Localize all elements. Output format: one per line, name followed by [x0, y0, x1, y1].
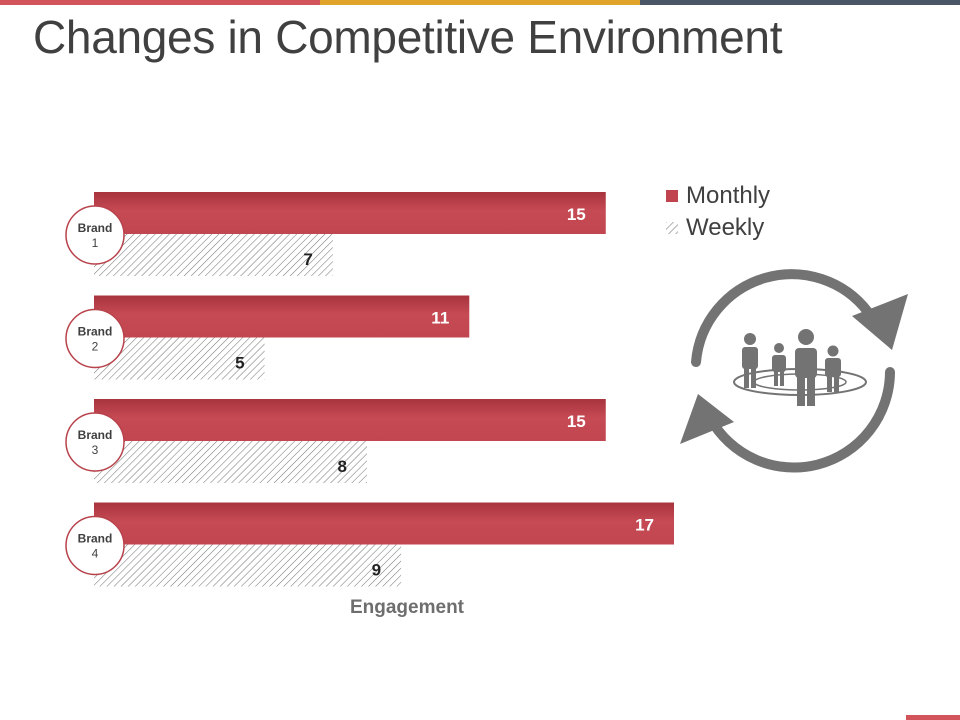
data-label-weekly-brand-2: 5	[235, 354, 244, 373]
bar-weekly-brand-1	[94, 234, 333, 276]
legend-label-weekly: Weekly	[686, 214, 765, 241]
bar-monthly-brand-2	[94, 295, 470, 338]
data-label-monthly-brand-2: 11	[431, 309, 449, 328]
data-label-weekly-brand-4: 9	[372, 561, 381, 580]
category-number-brand-3: 3	[92, 443, 99, 457]
top-accent-segment-slate	[640, 0, 960, 5]
x-axis-label: Engagement	[350, 597, 465, 618]
bar-weekly-brand-3	[94, 441, 367, 483]
category-badge-brand-2	[65, 308, 125, 369]
category-number-brand-1: 1	[92, 236, 99, 250]
legend-item-monthly: Monthly	[666, 180, 770, 212]
people-group-icon	[733, 329, 867, 406]
legend-item-weekly: Weekly	[666, 212, 770, 244]
category-label-brand-1: Brand	[78, 221, 113, 235]
category-label-brand-2: Brand	[78, 325, 113, 339]
category-label-brand-3: Brand	[78, 428, 113, 442]
data-label-weekly-brand-3: 8	[337, 457, 346, 476]
category-badge-brand-4	[65, 515, 125, 576]
refresh-cycle-icon	[676, 262, 916, 487]
bar-monthly-brand-4	[94, 502, 674, 545]
data-label-monthly-brand-4: 17	[635, 516, 654, 535]
legend-label-monthly: Monthly	[686, 182, 771, 209]
data-label-monthly-brand-1: 15	[567, 205, 586, 224]
top-accent-bar	[0, 0, 960, 5]
chart-legend: Monthly Weekly	[666, 180, 770, 244]
category-label-brand-4: Brand	[78, 532, 113, 546]
top-accent-segment-red	[0, 0, 320, 5]
legend-swatch-weekly	[666, 222, 678, 234]
category-badge-brand-1	[65, 205, 125, 265]
data-label-weekly-brand-1: 7	[303, 250, 312, 269]
legend-swatch-monthly	[666, 190, 678, 202]
bar-weekly-brand-4	[94, 544, 402, 587]
bar-monthly-brand-3	[94, 399, 606, 441]
category-number-brand-2: 2	[92, 340, 99, 354]
category-badge-brand-3	[65, 412, 125, 472]
corner-accent-bar	[906, 715, 960, 720]
bar-monthly-brand-1	[94, 192, 606, 234]
data-label-monthly-brand-3: 15	[567, 412, 586, 431]
top-accent-segment-gold	[320, 0, 640, 5]
page-title: Changes in Competitive Environment	[33, 11, 783, 63]
category-number-brand-4: 4	[92, 547, 99, 561]
